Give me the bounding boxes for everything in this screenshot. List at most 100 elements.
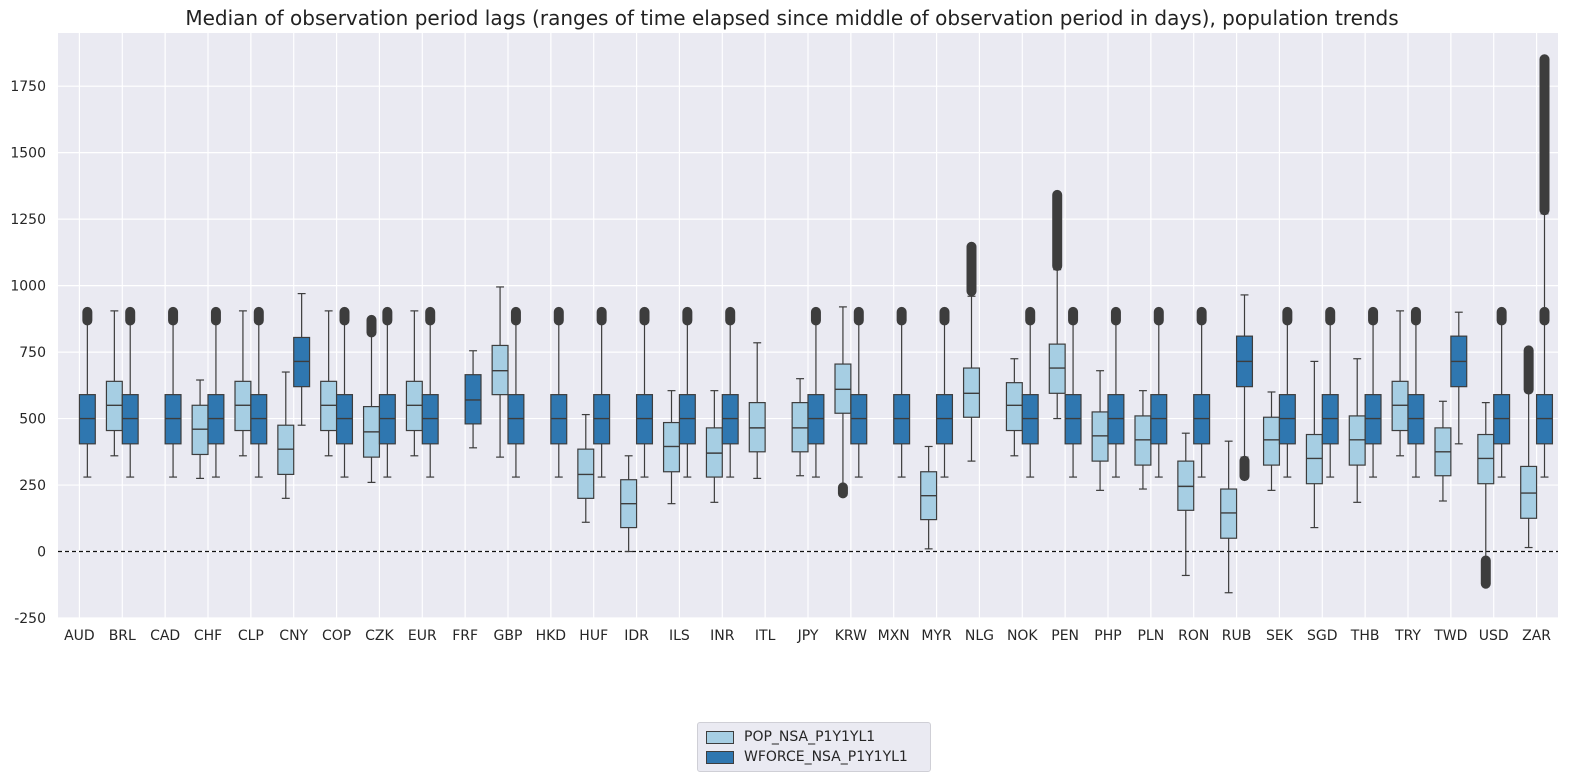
x-tick-label: FRF xyxy=(452,628,478,644)
box-myr-wforce xyxy=(935,306,954,478)
x-tick-label: THB xyxy=(1350,628,1380,644)
x-tick-label: CNY xyxy=(279,628,308,644)
box-twd-pop xyxy=(1434,400,1452,502)
outlier-cluster xyxy=(210,306,221,326)
box-sgd-wforce xyxy=(1321,306,1339,478)
x-tick-label: BRL xyxy=(109,628,136,644)
x-tick-label: PEN xyxy=(1051,628,1079,644)
x-axis-ticks: AUD BRL CAD CHF CLP CNY COP CZK EUR FRF GBP HKD HUF I… xyxy=(64,628,1551,644)
outlier-cluster xyxy=(853,306,864,326)
x-tick-label: SEK xyxy=(1266,628,1294,644)
box-ron-wforce xyxy=(1193,306,1211,478)
box-php-pop xyxy=(1091,370,1109,491)
x-tick-label: RON xyxy=(1178,628,1209,644)
outlier-cluster xyxy=(639,306,650,326)
x-tick-label: MYR xyxy=(921,628,952,644)
outlier-cluster xyxy=(125,306,136,326)
outlier-cluster xyxy=(425,306,436,326)
legend: POP_NSA_P1Y1YL1 WFORCE_NSA_P1Y1YL1 xyxy=(697,722,931,772)
outlier-cluster xyxy=(1480,555,1491,589)
box-cny-wforce xyxy=(293,292,311,426)
y-tick-label: 750 xyxy=(19,345,46,361)
box-myr-pop xyxy=(920,445,938,550)
outlier-cluster xyxy=(939,306,950,326)
box-php-wforce xyxy=(1107,306,1125,478)
outlier-cluster xyxy=(837,482,848,499)
x-tick-label: ILS xyxy=(669,628,690,644)
x-tick-label: USD xyxy=(1479,628,1509,644)
grid-lines xyxy=(58,33,1558,619)
outlier-cluster xyxy=(1368,306,1379,326)
y-tick-label: 1500 xyxy=(10,146,46,162)
box-ron-pop xyxy=(1177,432,1195,577)
x-tick-label: CLP xyxy=(238,628,264,644)
outlier-cluster xyxy=(1282,306,1293,326)
x-tick-label: PLN xyxy=(1137,628,1164,644)
box-czk-pop xyxy=(362,314,381,483)
box-eur-wforce xyxy=(421,306,439,478)
box-aud-wforce xyxy=(78,306,96,478)
outlier-cluster xyxy=(1410,306,1421,326)
x-tick-label: HUF xyxy=(579,628,608,644)
x-tick-label: GBP xyxy=(494,628,523,644)
x-tick-label: CZK xyxy=(365,628,394,644)
y-tick-label: 500 xyxy=(19,412,46,428)
outlier-cluster xyxy=(1325,306,1336,326)
box-thb-wforce xyxy=(1364,306,1382,478)
y-axis-ticks: -250 0 250 500 750 1000 1250 1500 1750 xyxy=(10,79,46,627)
box-usd-pop xyxy=(1477,402,1495,589)
box-zar-wforce xyxy=(1535,54,1554,478)
box-idr-pop xyxy=(620,455,638,553)
outlier-cluster xyxy=(896,306,907,326)
box-krw-wforce xyxy=(850,306,868,478)
outlier-cluster xyxy=(82,306,93,326)
outlier-cluster xyxy=(253,306,264,326)
legend-swatch-wforce xyxy=(706,750,734,764)
box-jpy-wforce xyxy=(807,306,825,478)
outlier-cluster xyxy=(810,306,821,326)
y-tick-label: 1000 xyxy=(10,279,46,295)
x-tick-label: ZAR xyxy=(1522,628,1551,644)
box-huf-wforce xyxy=(593,306,611,478)
box-brl-wforce xyxy=(121,306,139,478)
box-inr-pop xyxy=(705,390,723,503)
legend-item-pop: POP_NSA_P1Y1YL1 xyxy=(706,727,922,747)
legend-label-wforce: WFORCE_NSA_P1Y1YL1 xyxy=(744,749,908,765)
box-clp-pop xyxy=(234,310,252,457)
box-mxn-wforce xyxy=(893,306,911,478)
x-tick-label: PHP xyxy=(1094,628,1121,644)
box-zar-pop xyxy=(1520,345,1538,549)
box-sek-wforce xyxy=(1278,306,1296,478)
x-tick-label: JPY xyxy=(797,628,819,644)
x-tick-label: EUR xyxy=(408,628,437,644)
box-eur-pop xyxy=(405,310,423,457)
box-nlg-pop xyxy=(962,241,981,462)
chart-title: Median of observation period lags (range… xyxy=(185,6,1399,30)
x-tick-label: CAD xyxy=(150,628,180,644)
box-inr-wforce xyxy=(721,306,739,478)
x-tick-label: CHF xyxy=(194,628,222,644)
y-tick-label: 1250 xyxy=(10,212,46,228)
box-usd-wforce xyxy=(1493,306,1511,478)
box-nok-wforce xyxy=(1021,306,1039,478)
outlier-cluster xyxy=(1025,306,1036,326)
y-tick-label: -250 xyxy=(14,611,46,627)
box-sgd-pop xyxy=(1305,360,1323,529)
legend-item-wforce: WFORCE_NSA_P1Y1YL1 xyxy=(706,747,922,767)
x-tick-label: NLG xyxy=(965,628,994,644)
x-tick-label: NOK xyxy=(1007,628,1038,644)
outlier-cluster xyxy=(1068,306,1079,326)
x-tick-label: INR xyxy=(710,628,735,644)
outlier-cluster xyxy=(366,314,377,338)
box-try-wforce xyxy=(1407,306,1425,478)
legend-swatch-pop xyxy=(706,730,734,744)
box-hkd-wforce xyxy=(550,306,568,478)
box-pen-wforce xyxy=(1064,306,1082,478)
box-cop-wforce xyxy=(335,306,354,478)
box-jpy-pop xyxy=(791,378,809,477)
box-pln-wforce xyxy=(1150,306,1168,478)
outlier-cluster xyxy=(1153,306,1164,326)
box-ils-wforce xyxy=(678,306,696,478)
x-tick-label: TWD xyxy=(1433,628,1467,644)
